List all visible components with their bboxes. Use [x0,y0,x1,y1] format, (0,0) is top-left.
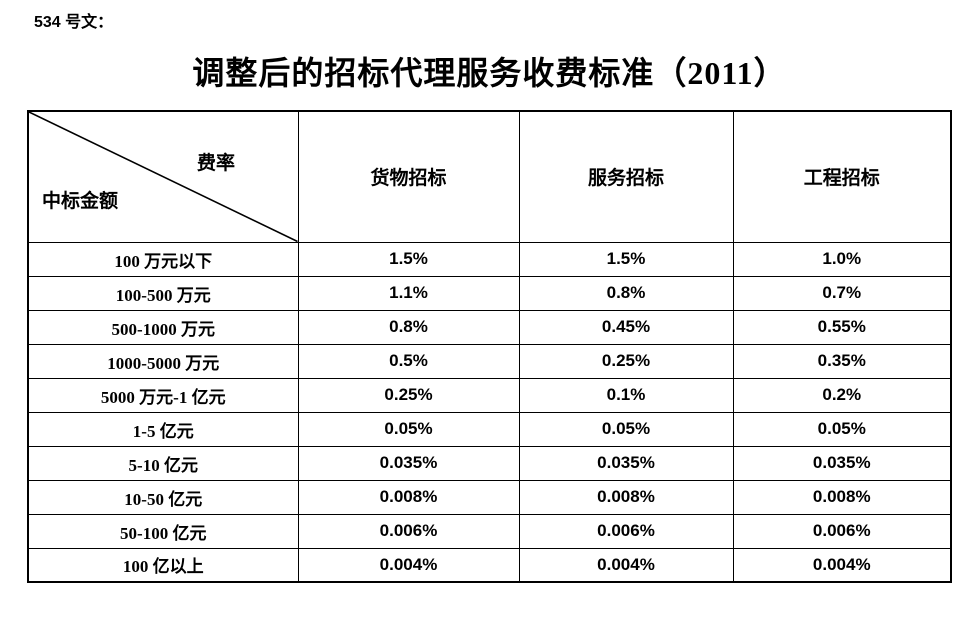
rate-cell: 1.0% [732,241,952,277]
rate-cell: 0.05% [297,411,520,447]
amount-range-cell: 5000 万元-1 亿元 [27,377,299,413]
rate-cell: 0.8% [518,275,734,311]
rate-cell: 0.8% [297,309,520,345]
rate-cell: 0.004% [732,547,952,583]
rate-cell: 0.05% [518,411,734,447]
amount-range-cell: 1000-5000 万元 [27,343,299,379]
table-row: 100 万元以下 1.5% 1.5% 1.0% [27,241,952,277]
rate-cell: 0.25% [518,343,734,379]
corner-label-fee-rate: 费率 [197,153,236,174]
column-header-goods: 货物招标 [297,110,520,243]
amount-range-cell: 100-500 万元 [27,275,299,311]
rate-cell: 0.008% [297,479,520,515]
column-header-services: 服务招标 [518,110,734,243]
amount-range-cell: 100 万元以下 [27,241,299,277]
diagonal-divider-line [29,112,298,242]
corner-label-bid-amount: 中标金额 [42,191,119,212]
rate-cell: 0.25% [297,377,520,413]
table-row: 1000-5000 万元 0.5% 0.25% 0.35% [27,343,952,379]
doc-number-label: 534 号文： [34,14,114,31]
rate-cell: 0.2% [732,377,952,413]
rate-cell: 0.006% [518,513,734,549]
header-row: 费率 中标金额 货物招标 服务招标 工程招标 [27,110,952,243]
table-row: 50-100 亿元 0.006% 0.006% 0.006% [27,513,952,549]
corner-header-cell: 费率 中标金额 [27,110,299,243]
fee-rate-table: 费率 中标金额 货物招标 服务招标 工程招标 100 万元以下 1.5% 1.5… [27,110,952,583]
rate-cell: 0.05% [732,411,952,447]
rate-cell: 0.7% [732,275,952,311]
rate-cell: 0.004% [518,547,734,583]
rate-cell: 0.5% [297,343,520,379]
rate-cell: 0.008% [518,479,734,515]
table-row: 500-1000 万元 0.8% 0.45% 0.55% [27,309,952,345]
amount-range-cell: 100 亿以上 [27,547,299,583]
rate-cell: 0.035% [297,445,520,481]
amount-range-cell: 1-5 亿元 [27,411,299,447]
table-row: 1-5 亿元 0.05% 0.05% 0.05% [27,411,952,447]
table-row: 10-50 亿元 0.008% 0.008% 0.008% [27,479,952,515]
rate-cell: 0.035% [518,445,734,481]
column-header-engineering: 工程招标 [732,110,952,243]
rate-cell: 0.008% [732,479,952,515]
rate-cell: 0.1% [518,377,734,413]
amount-range-cell: 5-10 亿元 [27,445,299,481]
rate-cell: 0.45% [518,309,734,345]
rate-cell: 0.004% [297,547,520,583]
rate-cell: 0.55% [732,309,952,345]
rate-cell: 1.5% [297,241,520,277]
amount-range-cell: 500-1000 万元 [27,309,299,345]
rate-cell: 0.035% [732,445,952,481]
table-row: 5000 万元-1 亿元 0.25% 0.1% 0.2% [27,377,952,413]
rate-cell: 1.1% [297,275,520,311]
amount-range-cell: 50-100 亿元 [27,513,299,549]
rate-cell: 0.006% [297,513,520,549]
table-row: 5-10 亿元 0.035% 0.035% 0.035% [27,445,952,481]
table-row: 100-500 万元 1.1% 0.8% 0.7% [27,275,952,311]
rate-cell: 0.35% [732,343,952,379]
amount-range-cell: 10-50 亿元 [27,479,299,515]
rate-cell: 0.006% [732,513,952,549]
table-row: 100 亿以上 0.004% 0.004% 0.004% [27,547,952,583]
rate-cell: 1.5% [518,241,734,277]
page-title: 调整后的招标代理服务收费标准（2011） [192,55,787,91]
